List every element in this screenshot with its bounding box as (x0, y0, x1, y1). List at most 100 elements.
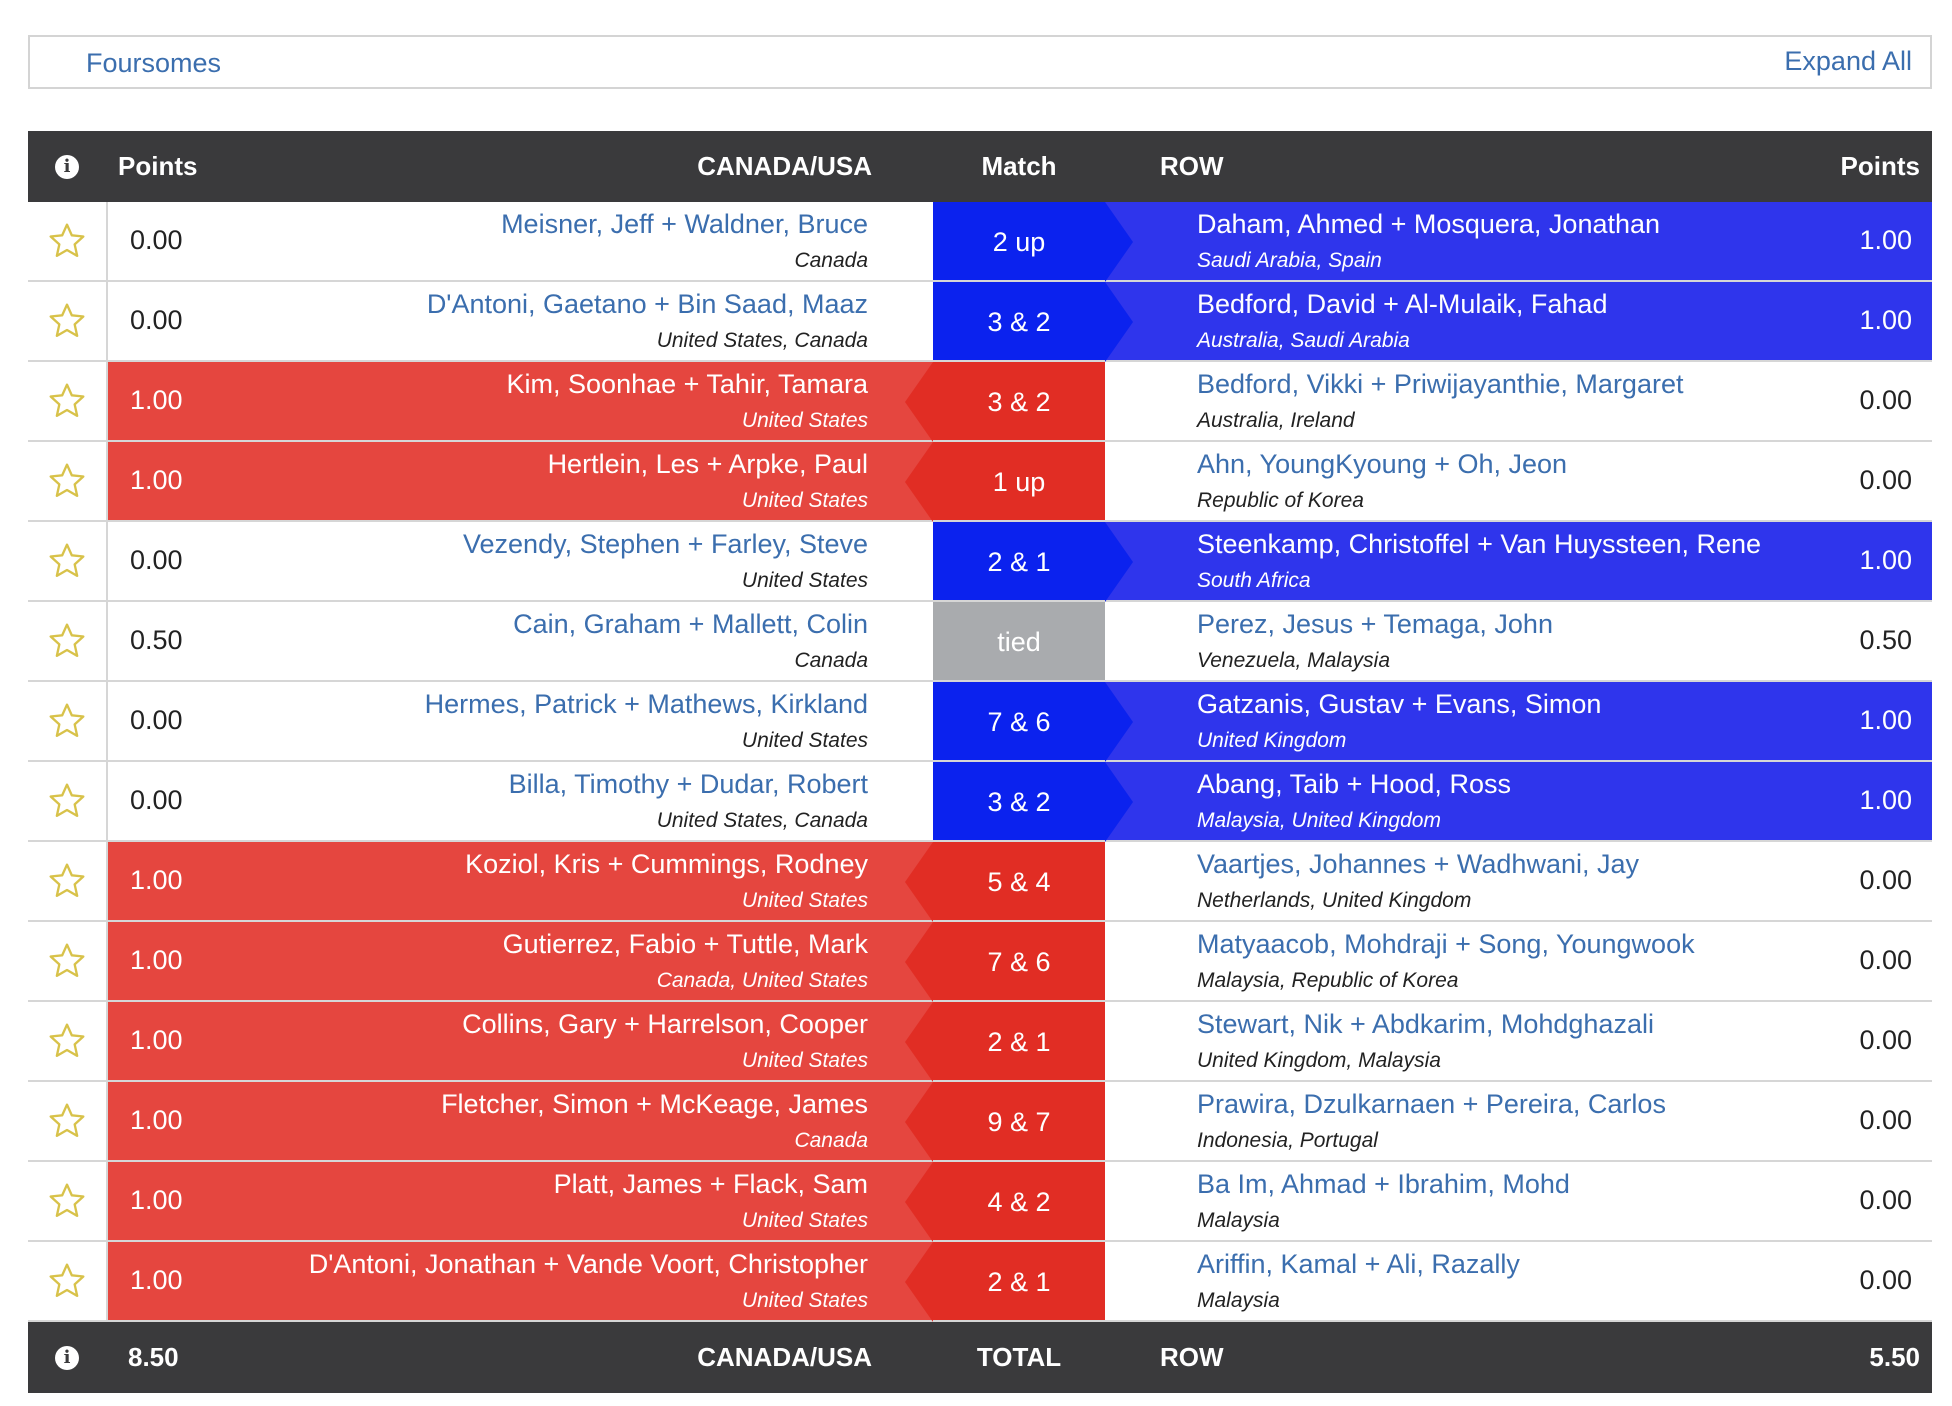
arrow-left-icon (905, 1082, 933, 1162)
match-result[interactable]: 9 & 7 (905, 1082, 1105, 1162)
right-points: 0.00 (1859, 865, 1912, 895)
left-player-names-link[interactable]: D'Antoni, Gaetano + Bin Saad, Maaz (426, 289, 868, 319)
match-result[interactable]: tied (933, 602, 1105, 680)
right-points: 0.00 (1859, 1265, 1912, 1295)
favorite-star-icon[interactable] (28, 202, 108, 280)
favorite-star-icon[interactable] (28, 1242, 108, 1320)
arrow-right-icon (1105, 282, 1133, 362)
match-result-label: 7 & 6 (987, 707, 1051, 737)
right-player-names-link[interactable]: Perez, Jesus + Temaga, John (1197, 609, 1553, 639)
left-points: 0.00 (130, 545, 183, 575)
right-team-cell: Gatzanis, Gustav + Evans, Simon United Ki… (1105, 682, 1932, 760)
favorite-star-icon[interactable] (28, 1082, 108, 1160)
table-row: 1.00 D'Antoni, Jonathan + Vande Voort, Ch… (28, 1242, 1932, 1322)
right-player-names-link[interactable]: Bedford, Vikki + Priwijayanthie, Margare… (1197, 369, 1684, 399)
header-points-right: Points (1840, 151, 1920, 181)
expand-all-link[interactable]: Expand All (1784, 46, 1912, 76)
match-result[interactable]: 3 & 2 (933, 282, 1133, 362)
left-player-names-link[interactable]: Vezendy, Stephen + Farley, Steve (463, 529, 868, 559)
match-rows: 0.00 Meisner, Jeff + Waldner, Bruce Canada… (28, 202, 1932, 1322)
header-points-left: Points (118, 151, 198, 181)
header-match: Match (981, 151, 1057, 181)
favorite-star-icon[interactable] (28, 842, 108, 920)
match-result[interactable]: 2 up (933, 202, 1133, 282)
match-result-label: 3 & 2 (987, 787, 1051, 817)
right-points: 1.00 (1859, 545, 1912, 575)
left-team-cell: 1.00 Hertlein, Les + Arpke, Paul United St… (108, 442, 936, 520)
right-country: Malaysia, Republic of Korea (1197, 969, 1459, 992)
match-result[interactable]: 5 & 4 (905, 842, 1105, 922)
left-country: United States (741, 729, 868, 752)
left-player-names-link[interactable]: Hermes, Patrick + Mathews, Kirkland (424, 689, 868, 719)
right-player-names-link[interactable]: Vaartjes, Johannes + Wadhwani, Jay (1197, 849, 1639, 879)
left-country: United States (741, 1209, 868, 1232)
match-result[interactable]: 2 & 1 (905, 1242, 1105, 1322)
right-player-names-link[interactable]: Stewart, Nik + Abdkarim, Mohdghazali (1197, 1009, 1654, 1039)
left-points: 1.00 (130, 385, 183, 415)
favorite-star-icon[interactable] (28, 682, 108, 760)
right-player-names-link[interactable]: Gatzanis, Gustav + Evans, Simon (1197, 689, 1602, 719)
info-icon[interactable]: i (55, 1346, 79, 1370)
left-country: Canada (794, 249, 868, 272)
right-player-names-link[interactable]: Daham, Ahmed + Mosquera, Jonathan (1197, 209, 1661, 239)
table-row: 0.00 Meisner, Jeff + Waldner, Bruce Canada… (28, 202, 1932, 282)
right-team-cell: Stewart, Nik + Abdkarim, Mohdghazali Unit… (1105, 1002, 1932, 1080)
right-country: United Kingdom (1197, 729, 1347, 752)
left-player-names-link[interactable]: Fletcher, Simon + McKeage, James (441, 1089, 868, 1119)
match-result[interactable]: 7 & 6 (933, 682, 1133, 762)
right-player-names-link[interactable]: Matyaacob, Mohdraji + Song, Youngwook (1197, 929, 1695, 959)
left-country: United States (741, 1049, 868, 1072)
left-player-names-link[interactable]: Kim, Soonhae + Tahir, Tamara (506, 369, 868, 399)
favorite-star-icon[interactable] (28, 1162, 108, 1240)
favorite-star-icon[interactable] (28, 522, 108, 600)
table-row: 0.50 Cain, Graham + Mallett, Colin Canada t… (28, 602, 1932, 682)
favorite-star-icon[interactable] (28, 1002, 108, 1080)
results-table: i Points CANADA/USA Match ROW Points 0.0… (28, 131, 1932, 1393)
section-title-link[interactable]: Foursomes (86, 48, 222, 78)
match-result[interactable]: 3 & 2 (905, 362, 1105, 442)
footer-team-left: CANADA/USA (697, 1342, 872, 1372)
left-player-names-link[interactable]: Hertlein, Les + Arpke, Paul (547, 449, 868, 479)
left-player-names-link[interactable]: Platt, James + Flack, Sam (553, 1169, 868, 1199)
favorite-star-icon[interactable] (28, 362, 108, 440)
right-player-names-link[interactable]: Bedford, David + Al-Mulaik, Fahad (1197, 289, 1608, 319)
table-row: 0.00 Billa, Timothy + Dudar, Robert United… (28, 762, 1932, 842)
left-team-cell: 0.00 Vezendy, Stephen + Farley, Steve Unit… (108, 522, 936, 600)
left-points: 0.00 (130, 305, 183, 335)
left-player-names-link[interactable]: Gutierrez, Fabio + Tuttle, Mark (502, 929, 868, 959)
left-player-names-link[interactable]: Meisner, Jeff + Waldner, Bruce (501, 209, 868, 239)
left-points: 1.00 (130, 1265, 183, 1295)
match-result[interactable]: 2 & 1 (905, 1002, 1105, 1082)
favorite-star-icon[interactable] (28, 282, 108, 360)
right-points: 0.00 (1859, 465, 1912, 495)
left-team-cell: 1.00 Fletcher, Simon + McKeage, James Cana… (108, 1082, 936, 1160)
right-player-names-link[interactable]: Steenkamp, Christoffel + Van Huyssteen, … (1197, 529, 1762, 559)
right-player-names-link[interactable]: Ariffin, Kamal + Ali, Razally (1197, 1249, 1520, 1279)
left-player-names-link[interactable]: Collins, Gary + Harrelson, Cooper (462, 1009, 868, 1039)
match-result[interactable]: 4 & 2 (905, 1162, 1105, 1242)
right-player-names-link[interactable]: Prawira, Dzulkarnaen + Pereira, Carlos (1197, 1089, 1666, 1119)
right-player-names-link[interactable]: Ahn, YoungKyoung + Oh, Jeon (1197, 449, 1568, 479)
table-row: 0.00 D'Antoni, Gaetano + Bin Saad, Maaz Un… (28, 282, 1932, 362)
right-player-names-link[interactable]: Ba Im, Ahmad + Ibrahim, Mohd (1197, 1169, 1570, 1199)
favorite-star-icon[interactable] (28, 442, 108, 520)
arrow-left-icon (905, 1242, 933, 1322)
favorite-star-icon[interactable] (28, 762, 108, 840)
favorite-star-icon[interactable] (28, 602, 108, 680)
right-points: 1.00 (1859, 305, 1912, 335)
match-result[interactable]: 7 & 6 (905, 922, 1105, 1002)
total-points-left: 8.50 (128, 1342, 179, 1372)
right-player-names-link[interactable]: Abang, Taib + Hood, Ross (1197, 769, 1511, 799)
table-row: 1.00 Kim, Soonhae + Tahir, Tamara United S… (28, 362, 1932, 442)
match-result[interactable]: 3 & 2 (933, 762, 1133, 842)
right-team-cell: Perez, Jesus + Temaga, John Venezuela, Ma… (1105, 602, 1932, 680)
left-player-names-link[interactable]: Billa, Timothy + Dudar, Robert (508, 769, 868, 799)
left-player-names-link[interactable]: Cain, Graham + Mallett, Colin (513, 609, 868, 639)
left-player-names-link[interactable]: Koziol, Kris + Cummings, Rodney (465, 849, 868, 879)
info-icon[interactable]: i (55, 155, 79, 179)
right-team-cell: Daham, Ahmed + Mosquera, Jonathan Saudi A… (1105, 202, 1932, 280)
left-player-names-link[interactable]: D'Antoni, Jonathan + Vande Voort, Christ… (308, 1249, 868, 1279)
favorite-star-icon[interactable] (28, 922, 108, 1000)
match-result[interactable]: 1 up (905, 442, 1105, 522)
match-result[interactable]: 2 & 1 (933, 522, 1133, 602)
